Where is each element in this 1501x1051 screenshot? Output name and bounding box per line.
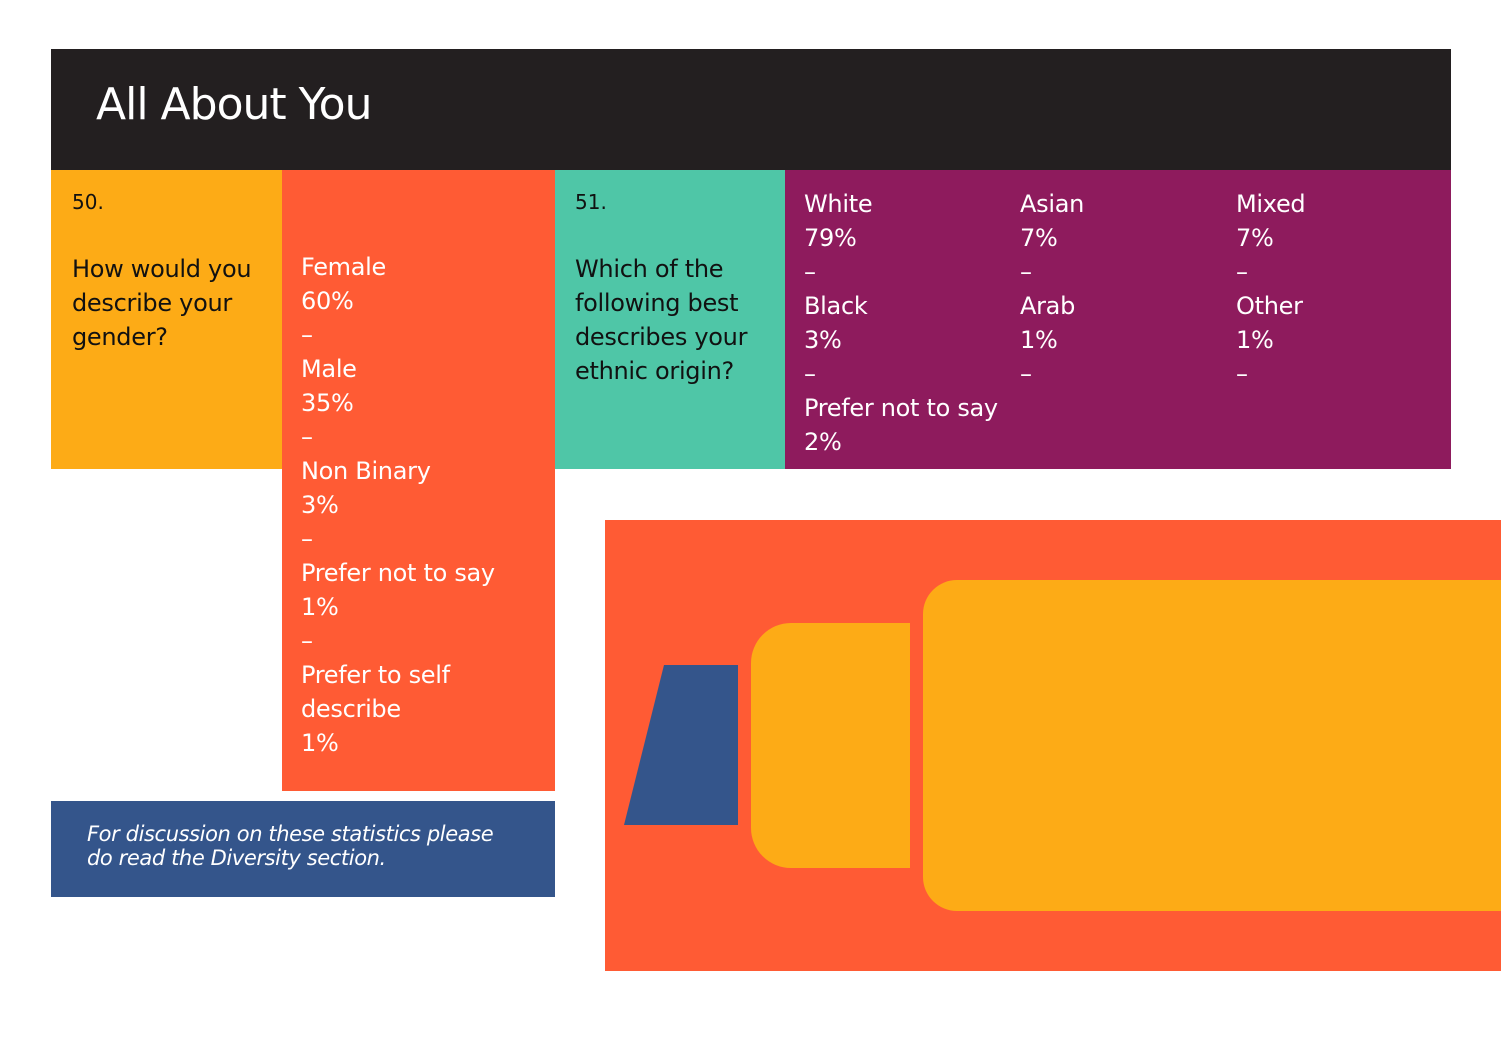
answer-label-continued: describe <box>301 695 401 723</box>
answer-value: 1% <box>301 593 339 621</box>
answer-label: Prefer to self <box>301 661 450 689</box>
answer-label: Mixed <box>1236 190 1306 218</box>
answer-value: 3% <box>301 491 339 519</box>
question-51-box: 51. Which of the following best describe… <box>555 170 785 469</box>
answer-value: 1% <box>1236 326 1274 354</box>
question-51-line: ethnic origin? <box>575 357 734 385</box>
answer-label: Prefer not to say <box>301 559 495 587</box>
answer-label: Black <box>804 292 868 320</box>
separator: – <box>301 525 313 553</box>
gender-answers-box: Female 60% – Male 35% – Non Binary 3% – … <box>282 170 555 791</box>
ethnicity-answers-box: White 79% – Black 3% – Prefer not to say… <box>785 170 1451 469</box>
answer-value: 1% <box>301 729 339 757</box>
question-50-line: gender? <box>72 323 168 351</box>
illustration-graphic <box>624 580 1501 911</box>
question-51-number: 51. <box>575 190 607 214</box>
gender-answer-non-binary: Non Binary 3% – <box>301 454 555 556</box>
answer-value: 2% <box>804 428 842 456</box>
note-line: For discussion on these statistics pleas… <box>87 822 494 846</box>
separator: – <box>301 627 313 655</box>
answer-label: Male <box>301 355 357 383</box>
answer-value: 35% <box>301 389 354 417</box>
ethnicity-column-2: Asian 7% – Arab 1% – <box>1020 187 1084 391</box>
question-51-line: describes your <box>575 323 748 351</box>
separator: – <box>301 321 313 349</box>
question-51-line: following best <box>575 289 739 317</box>
answer-label: Asian <box>1020 190 1085 218</box>
answer-value: 7% <box>1020 224 1058 252</box>
answer-label: Other <box>1236 292 1303 320</box>
separator: – <box>301 423 313 451</box>
blue-trapezoid-shape <box>624 665 738 825</box>
answer-label: Arab <box>1020 292 1076 320</box>
question-50-line: describe your <box>72 289 232 317</box>
question-50-text: How would you describe your gender? <box>72 252 282 354</box>
question-50-number: 50. <box>72 190 104 214</box>
answer-value: 3% <box>804 326 842 354</box>
separator: – <box>804 258 816 286</box>
abstract-blocks-illustration <box>605 520 1501 971</box>
question-50-box: 50. How would you describe your gender? <box>51 170 282 469</box>
answer-label: Non Binary <box>301 457 431 485</box>
gender-answer-self-describe: Prefer to self describe 1% <box>301 658 555 760</box>
gender-answer-female: Female 60% – <box>301 250 555 352</box>
block-gap-divider <box>910 615 923 877</box>
answer-value: 60% <box>301 287 354 315</box>
answer-label: Female <box>301 253 386 281</box>
page-title: All About You <box>96 79 372 130</box>
question-50-line: How would you <box>72 255 252 283</box>
diversity-note: For discussion on these statistics pleas… <box>51 801 555 897</box>
separator: – <box>1236 360 1248 388</box>
answer-value: 79% <box>804 224 857 252</box>
diversity-note-text: For discussion on these statistics pleas… <box>87 822 555 870</box>
question-51-line: Which of the <box>575 255 724 283</box>
ethnicity-column-3: Mixed 7% – Other 1% – <box>1236 187 1306 391</box>
separator: – <box>1236 258 1248 286</box>
separator: – <box>1020 360 1032 388</box>
answer-value: 1% <box>1020 326 1058 354</box>
separator: – <box>1020 258 1032 286</box>
small-yellow-block-shape <box>751 623 951 868</box>
question-51-text: Which of the following best describes yo… <box>575 252 785 388</box>
answer-label: Prefer not to say <box>804 394 998 422</box>
answer-label: White <box>804 190 873 218</box>
gender-answer-prefer-not-to-say: Prefer not to say 1% – <box>301 556 555 658</box>
page-header: All About You <box>51 49 1451 170</box>
gender-answer-male: Male 35% – <box>301 352 555 454</box>
ethnicity-column-1: White 79% – Black 3% – Prefer not to say… <box>804 187 998 459</box>
separator: – <box>804 360 816 388</box>
large-yellow-block-shape <box>923 580 1501 911</box>
answer-value: 7% <box>1236 224 1274 252</box>
note-line: do read the Diversity section. <box>87 846 386 870</box>
